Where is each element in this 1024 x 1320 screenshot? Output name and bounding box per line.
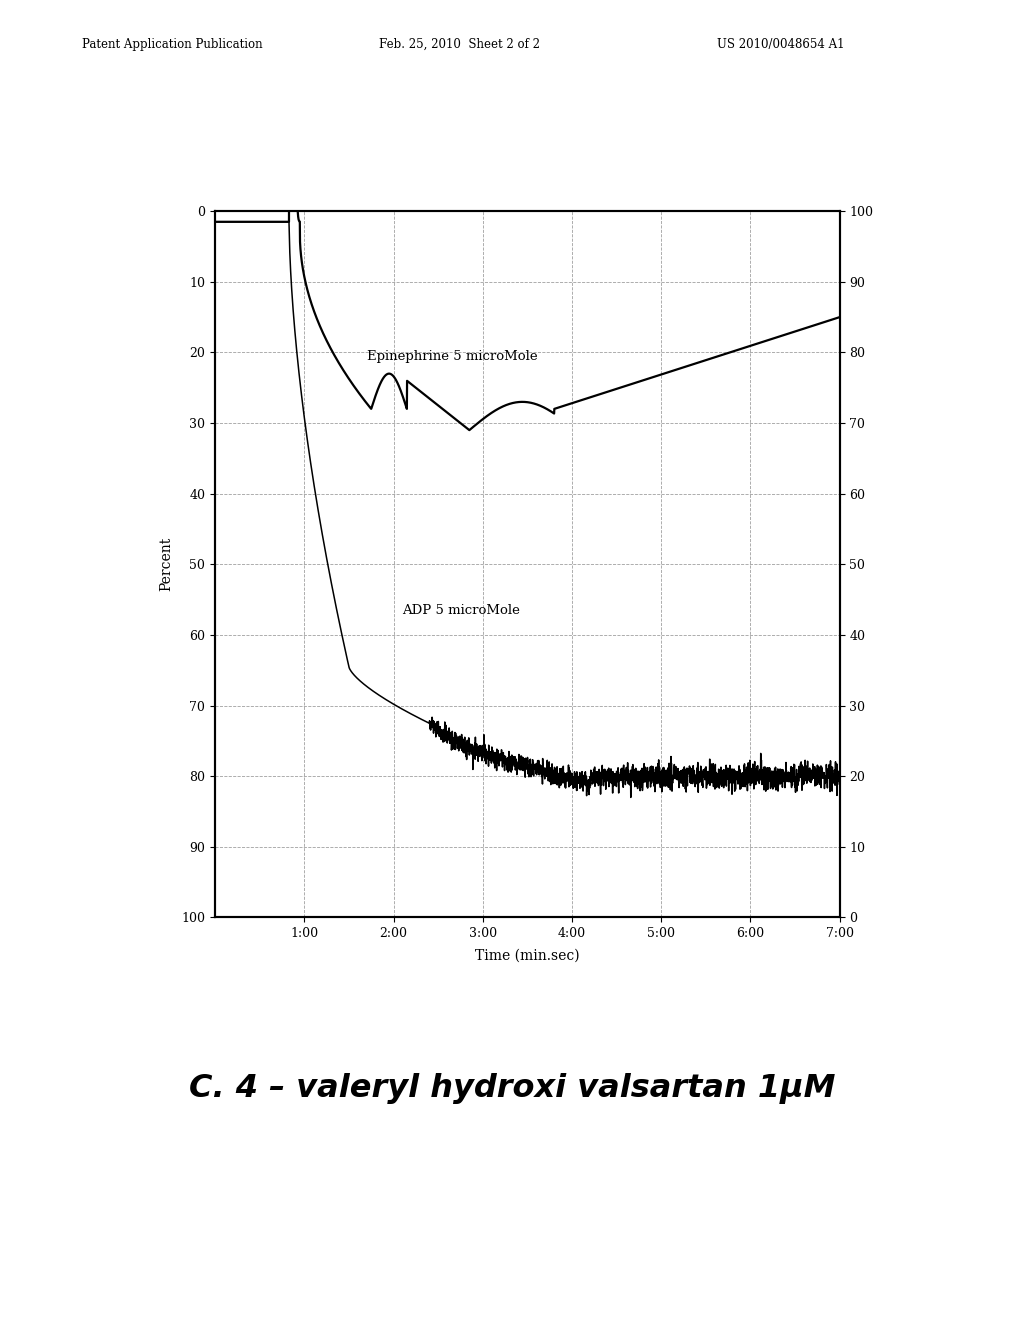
Text: ADP 5 microMole: ADP 5 microMole xyxy=(402,603,520,616)
Text: C. 4 – valeryl hydroxi valsartan 1μM: C. 4 – valeryl hydroxi valsartan 1μM xyxy=(188,1073,836,1105)
Text: Feb. 25, 2010  Sheet 2 of 2: Feb. 25, 2010 Sheet 2 of 2 xyxy=(379,37,540,50)
Text: US 2010/0048654 A1: US 2010/0048654 A1 xyxy=(717,37,845,50)
Y-axis label: Percent: Percent xyxy=(159,537,173,591)
Text: Epinephrine 5 microMole: Epinephrine 5 microMole xyxy=(367,350,538,363)
X-axis label: Time (min.sec): Time (min.sec) xyxy=(475,949,580,962)
Text: Patent Application Publication: Patent Application Publication xyxy=(82,37,262,50)
